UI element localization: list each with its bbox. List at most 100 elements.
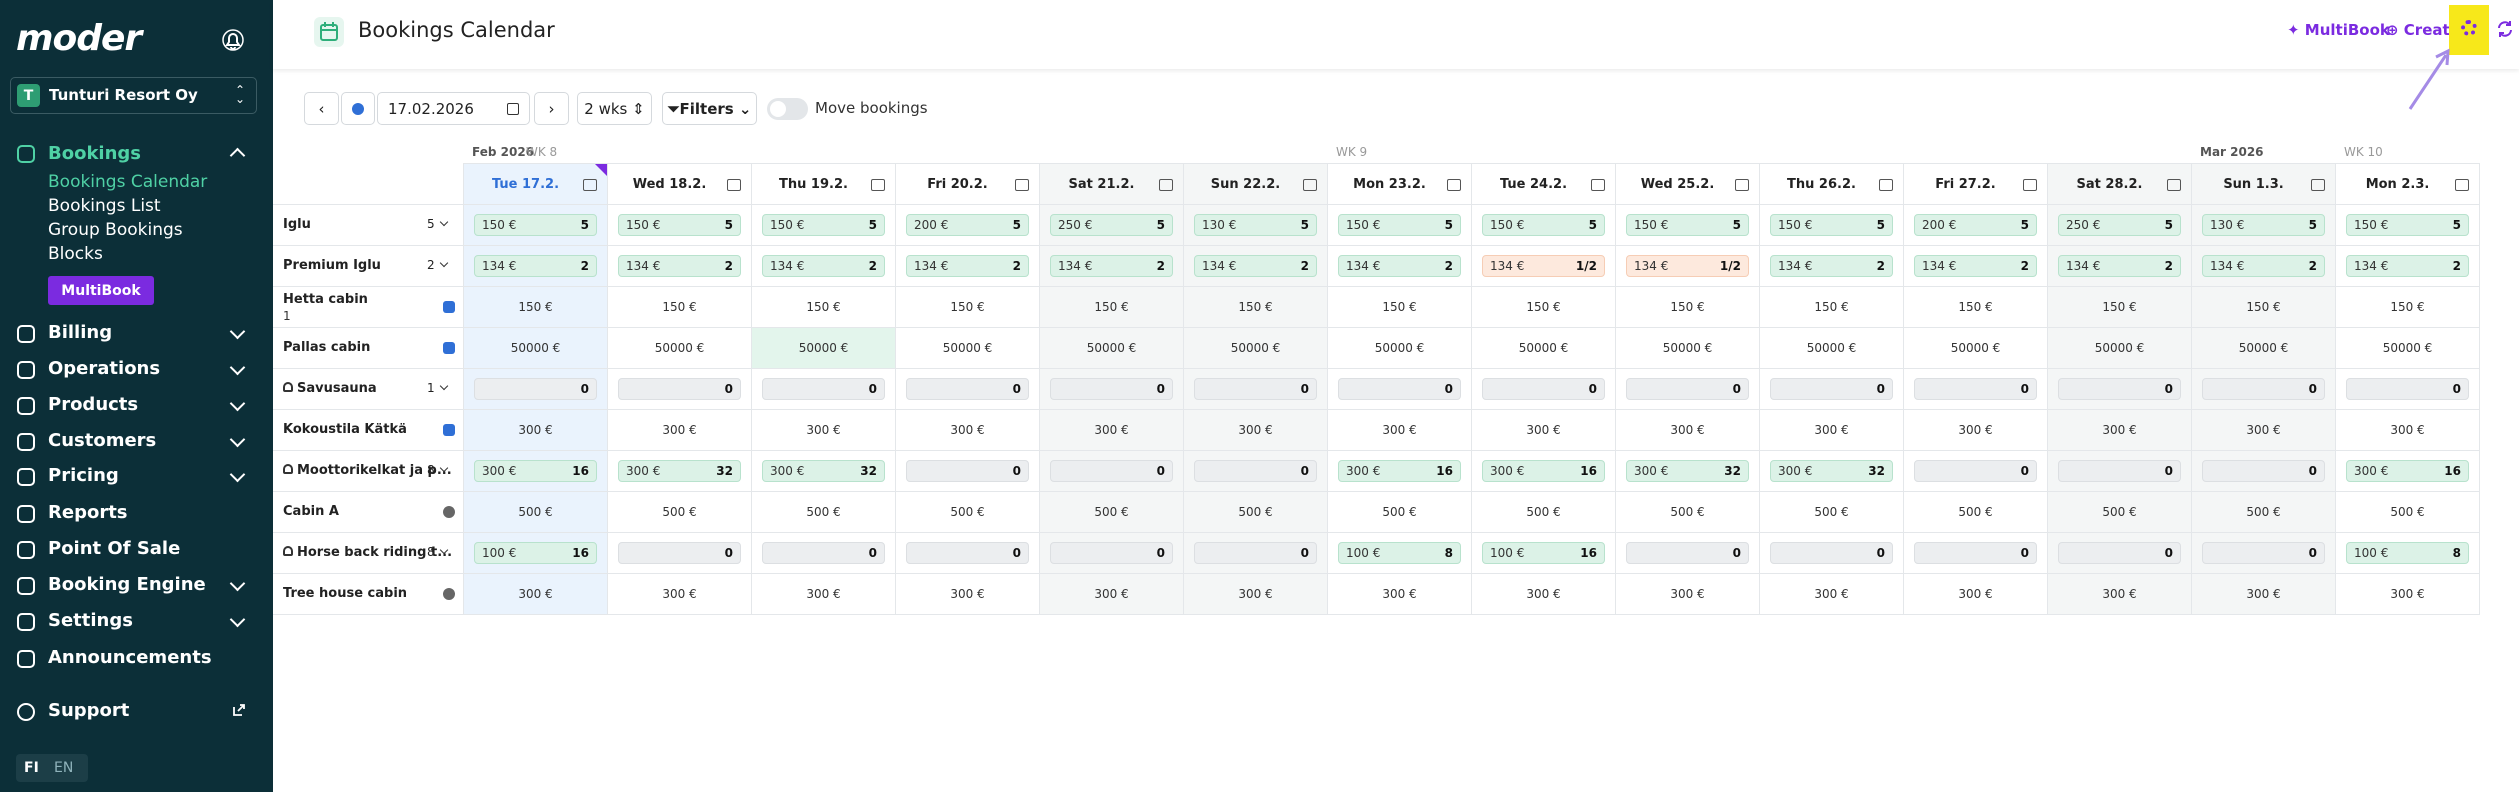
day-cell[interactable]: 500 € <box>464 492 608 533</box>
day-cell[interactable]: 134 € 2 <box>752 246 896 287</box>
nav-item[interactable]: Customers <box>48 430 157 451</box>
availability-pill[interactable]: 134 € 1/2 <box>1626 255 1749 277</box>
day-cell[interactable]: 250 € 5 <box>1040 205 1184 246</box>
day-header[interactable]: Sat 21.2. <box>1040 163 1184 205</box>
availability-pill[interactable]: 150 € 5 <box>1482 214 1605 236</box>
nav-subitem[interactable]: Bookings Calendar <box>48 172 208 192</box>
day-cell[interactable]: 134 € 1/2 <box>1472 246 1616 287</box>
day-cell[interactable]: 300 € 16 <box>1328 451 1472 492</box>
date-input[interactable]: 17.02.2026 <box>377 92 530 125</box>
day-cell[interactable]: 0 <box>1328 369 1472 410</box>
day-cell[interactable]: 134 € 2 <box>2192 246 2336 287</box>
day-cell[interactable]: 50000 € <box>2192 328 2336 369</box>
multibook-button[interactable]: MultiBook <box>48 276 154 305</box>
day-cell[interactable]: 134 € 2 <box>1040 246 1184 287</box>
today-button[interactable] <box>341 92 375 125</box>
day-cell[interactable]: 50000 € <box>1184 328 1328 369</box>
day-cell[interactable]: 500 € <box>608 492 752 533</box>
day-header[interactable]: Thu 19.2. <box>752 163 896 205</box>
availability-pill[interactable]: 0 <box>474 378 597 400</box>
day-cell[interactable]: 150 € 5 <box>1616 205 1760 246</box>
day-cell[interactable]: 0 <box>1184 369 1328 410</box>
nav-item[interactable]: Operations <box>48 358 161 379</box>
day-cell[interactable]: 300 € <box>896 410 1040 451</box>
day-header[interactable]: Tue 24.2. <box>1472 163 1616 205</box>
availability-pill[interactable]: 150 € 5 <box>1770 214 1893 236</box>
availability-pill[interactable]: 134 € 2 <box>2346 255 2469 277</box>
availability-pill[interactable]: 150 € 5 <box>2346 214 2469 236</box>
row-header[interactable]: Iglu 5 <box>273 205 464 246</box>
day-cell[interactable]: 50000 € <box>1760 328 1904 369</box>
nav-support[interactable]: Support <box>48 700 130 721</box>
availability-pill[interactable]: 0 <box>618 542 741 564</box>
day-cell[interactable]: 500 € <box>752 492 896 533</box>
notifications[interactable] <box>222 29 244 51</box>
availability-pill[interactable]: 0 <box>1626 542 1749 564</box>
availability-pill[interactable]: 134 € 2 <box>618 255 741 277</box>
day-cell[interactable]: 300 € <box>608 410 752 451</box>
day-cell[interactable]: 300 € 16 <box>464 451 608 492</box>
availability-pill[interactable]: 0 <box>1914 460 2037 482</box>
day-cell[interactable]: 0 <box>752 369 896 410</box>
day-cell[interactable]: 300 € <box>2336 410 2480 451</box>
capacity-badge[interactable]: 8 <box>425 462 455 480</box>
availability-pill[interactable]: 0 <box>1194 542 1317 564</box>
row-header[interactable]: Moottorikelkat ja p... 8 <box>273 451 464 492</box>
day-cell[interactable]: 500 € <box>1328 492 1472 533</box>
day-cell[interactable]: 300 € <box>608 574 752 615</box>
availability-pill[interactable]: 134 € 2 <box>474 255 597 277</box>
day-cell[interactable]: 300 € 32 <box>752 451 896 492</box>
nav-subitem[interactable]: Blocks <box>48 244 103 264</box>
day-cell[interactable]: 100 € 16 <box>464 533 608 574</box>
availability-pill[interactable]: 0 <box>2346 378 2469 400</box>
availability-pill[interactable]: 300 € 32 <box>1626 460 1749 482</box>
availability-pill[interactable]: 0 <box>762 542 885 564</box>
nav-item[interactable]: Point Of Sale <box>48 538 181 559</box>
day-header[interactable]: Sat 28.2. <box>2048 163 2192 205</box>
day-cell[interactable]: 50000 € <box>608 328 752 369</box>
day-cell[interactable]: 150 € <box>896 287 1040 328</box>
day-cell[interactable]: 0 <box>1904 369 2048 410</box>
availability-pill[interactable]: 0 <box>1050 460 1173 482</box>
day-cell[interactable]: 0 <box>896 451 1040 492</box>
day-cell[interactable]: 300 € <box>752 410 896 451</box>
day-cell[interactable]: 0 <box>608 533 752 574</box>
day-cell[interactable]: 300 € 16 <box>1472 451 1616 492</box>
day-cell[interactable]: 500 € <box>2192 492 2336 533</box>
day-cell[interactable]: 134 € 2 <box>1760 246 1904 287</box>
day-cell[interactable]: 150 € <box>1760 287 1904 328</box>
day-cell[interactable]: 150 € <box>608 287 752 328</box>
row-header[interactable]: Kokoustila Kätkä <box>273 410 464 451</box>
availability-pill[interactable]: 130 € 5 <box>2202 214 2325 236</box>
availability-pill[interactable]: 300 € 32 <box>762 460 885 482</box>
nav-item[interactable]: Announcements <box>48 647 212 668</box>
day-cell[interactable]: 50000 € <box>1616 328 1760 369</box>
availability-pill[interactable]: 0 <box>1194 460 1317 482</box>
availability-pill[interactable]: 250 € 5 <box>1050 214 1173 236</box>
day-cell[interactable]: 150 € 5 <box>464 205 608 246</box>
day-cell[interactable]: 150 € <box>464 287 608 328</box>
nav-item[interactable]: Reports <box>48 502 128 523</box>
availability-pill[interactable]: 134 € 2 <box>2202 255 2325 277</box>
day-cell[interactable]: 0 <box>1184 533 1328 574</box>
availability-pill[interactable]: 134 € 2 <box>1914 255 2037 277</box>
day-cell[interactable]: 134 € 2 <box>2336 246 2480 287</box>
day-cell[interactable]: 50000 € <box>1040 328 1184 369</box>
day-cell[interactable]: 50000 € <box>1472 328 1616 369</box>
day-cell[interactable]: 300 € <box>1328 410 1472 451</box>
day-cell[interactable]: 300 € <box>2336 574 2480 615</box>
availability-pill[interactable]: 100 € 16 <box>1482 542 1605 564</box>
day-cell[interactable]: 0 <box>2048 451 2192 492</box>
day-cell[interactable]: 300 € <box>1472 410 1616 451</box>
day-cell[interactable]: 134 € 2 <box>2048 246 2192 287</box>
availability-pill[interactable]: 0 <box>1482 378 1605 400</box>
day-cell[interactable]: 150 € <box>2048 287 2192 328</box>
day-cell[interactable]: 150 € <box>1184 287 1328 328</box>
day-cell[interactable]: 0 <box>1184 451 1328 492</box>
day-cell[interactable]: 300 € <box>1616 410 1760 451</box>
day-cell[interactable]: 300 € <box>2048 410 2192 451</box>
availability-pill[interactable]: 134 € 1/2 <box>1482 255 1605 277</box>
day-cell[interactable]: 150 € 5 <box>2336 205 2480 246</box>
day-cell[interactable]: 134 € 2 <box>1184 246 1328 287</box>
day-cell[interactable]: 50000 € <box>1328 328 1472 369</box>
